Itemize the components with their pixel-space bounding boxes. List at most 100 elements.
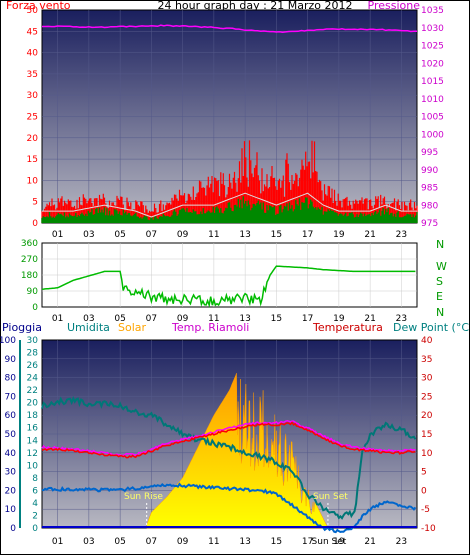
- compass-label: W: [436, 260, 447, 273]
- wind-direction-grid: [42, 243, 417, 307]
- humidity-y-tick: 10: [5, 505, 17, 515]
- solar-y-tick: 12: [27, 449, 38, 459]
- solar-y-tick: 30: [27, 336, 39, 346]
- x-tick-label: 09: [177, 537, 189, 547]
- compass-label: N: [436, 238, 444, 251]
- humidity-y-tick: 40: [5, 449, 17, 459]
- wind-y-tick: 30: [27, 91, 39, 101]
- x-tick-label: 23: [396, 537, 407, 547]
- x-tick-label: 19: [333, 537, 345, 547]
- wind-direction-line: [41, 265, 416, 308]
- x-tick-label: 11: [208, 314, 219, 324]
- pressure-y-tick: 1015: [421, 77, 444, 87]
- humidity-y-tick: 70: [5, 392, 17, 402]
- x-tick-label: 17: [302, 230, 313, 240]
- temperature-axes: 0102030405060708090100024681012141618202…: [0, 336, 436, 547]
- solar-y-tick: 20: [27, 399, 39, 409]
- wind-y-tick: 10: [27, 176, 39, 186]
- humidity-y-tick: 90: [5, 355, 17, 365]
- sun-rise-label: Sun Rise: [124, 492, 163, 502]
- wind-axis-label: Forza vento: [6, 0, 71, 12]
- solar-axis-label: Solar: [118, 321, 147, 334]
- x-tick-label: 03: [83, 537, 94, 547]
- humidity-y-tick: 0: [10, 524, 16, 534]
- solar-y-tick: 14: [27, 436, 39, 446]
- temperature-y-tick: 30: [421, 374, 433, 384]
- solar-y-tick: 22: [27, 386, 38, 396]
- wind-y-tick: 35: [27, 70, 38, 80]
- x-tick-label: 21: [364, 230, 375, 240]
- solar-y-tick: 18: [27, 411, 39, 421]
- temperature-y-tick: 5: [421, 468, 427, 478]
- direction-y-tick: 90: [27, 287, 39, 297]
- x-tick-label: 23: [396, 314, 407, 324]
- x-tick-label: 11: [208, 537, 219, 547]
- x-tick-label: 13: [239, 314, 250, 324]
- wind-y-tick: 20: [27, 134, 39, 144]
- humidity-y-tick: 80: [5, 374, 17, 384]
- rain-axis-label: Pioggia: [2, 321, 42, 334]
- solar-y-tick: 8: [32, 474, 38, 484]
- pressure-y-tick: 980: [421, 201, 438, 211]
- wind-y-tick: 0: [32, 219, 38, 229]
- humidity-y-tick: 60: [5, 411, 17, 421]
- solar-y-tick: 0: [32, 524, 38, 534]
- pressure-y-tick: 985: [421, 184, 438, 194]
- humidity-y-tick: 100: [0, 336, 16, 346]
- x-tick-label: 09: [177, 230, 189, 240]
- temp-riamoli-line: [41, 420, 416, 457]
- temperature-humidity-panel: 0102030405060708090100024681012141618202…: [0, 336, 436, 547]
- x-tick-label: 05: [114, 314, 125, 324]
- temperature-y-tick: 40: [421, 336, 433, 346]
- temp-riamoli-label: Temp. Riamoli: [171, 321, 249, 334]
- wind-pressure-series: [41, 24, 418, 223]
- pressure-y-tick: 1035: [421, 6, 444, 16]
- x-tick-label: 07: [146, 537, 157, 547]
- x-tick-label: 05: [114, 230, 125, 240]
- pressure-y-tick: 1025: [421, 42, 444, 52]
- wind-y-tick: 45: [27, 27, 38, 37]
- temperature-axis-label: Temperatura: [312, 321, 383, 334]
- temperature-y-tick: -5: [421, 505, 430, 515]
- wind-y-tick: 5: [32, 198, 38, 208]
- solar-y-tick: 28: [27, 349, 39, 359]
- x-tick-label: 15: [271, 314, 282, 324]
- humidity-y-tick: 50: [5, 430, 17, 440]
- wind-y-tick: 40: [27, 49, 39, 59]
- compass-label: N: [436, 306, 444, 319]
- solar-y-tick: 6: [32, 486, 38, 496]
- direction-y-tick: 360: [21, 239, 38, 249]
- x-tick-label: 19: [333, 314, 345, 324]
- dew-point-axis-label: Dew Point (°C): [393, 321, 470, 334]
- solar-y-tick: 4: [32, 499, 38, 509]
- solar-y-tick: 26: [27, 361, 39, 371]
- wind-pressure-axes: 0510152025303540455097598098599099510001…: [27, 6, 445, 240]
- direction-y-tick: 270: [21, 255, 38, 265]
- pressure-y-tick: 1030: [421, 24, 444, 34]
- compass-label: S: [436, 275, 443, 288]
- solar-y-tick: 10: [27, 461, 39, 471]
- direction-y-tick: 180: [21, 271, 38, 281]
- x-tick-label: 23: [396, 230, 407, 240]
- chart-title: 24 hour graph day : 21 Marzo 2012: [157, 0, 352, 12]
- wind-y-tick: 50: [27, 6, 39, 16]
- x-tick-label: 21: [364, 314, 375, 324]
- x-tick-label: 07: [146, 230, 157, 240]
- humidity-y-tick: 20: [5, 486, 17, 496]
- solar-y-tick: 16: [27, 424, 39, 434]
- temperature-y-tick: 35: [421, 355, 432, 365]
- x-tick-label: 17: [302, 314, 313, 324]
- pressure-line: [42, 24, 417, 33]
- pressure-axis-label: Pressione: [368, 0, 421, 12]
- wind-avg-bars: [41, 196, 418, 223]
- compass-label: E: [436, 290, 443, 303]
- x-tick-label: 01: [52, 230, 63, 240]
- humidity-line: [41, 395, 417, 520]
- x-tick-label: 21: [364, 537, 375, 547]
- x-tick-label: 13: [239, 230, 250, 240]
- x-tick-label: 03: [83, 314, 94, 324]
- wind-trend-line: [42, 192, 417, 218]
